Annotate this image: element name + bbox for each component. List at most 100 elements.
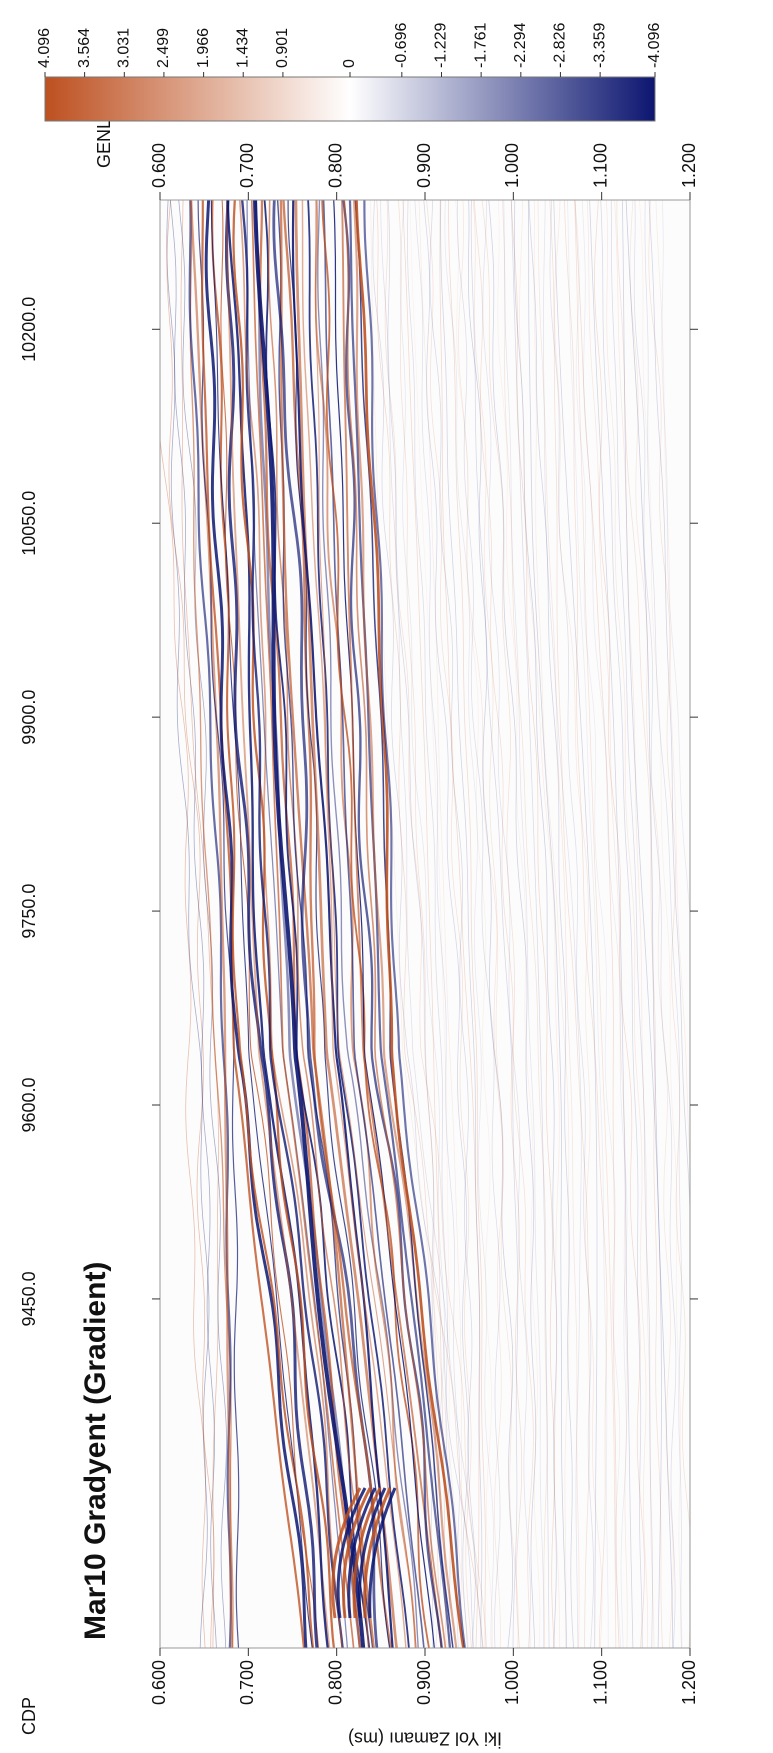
reflector	[418, 200, 462, 1648]
reflector	[166, 200, 215, 1648]
reflector	[178, 200, 227, 1648]
reflector	[225, 200, 332, 1648]
reflector	[440, 200, 483, 1648]
event	[336, 1487, 367, 1619]
reflector	[204, 200, 309, 1648]
reflector	[502, 200, 548, 1648]
reflector	[497, 200, 541, 1648]
reflector	[644, 200, 683, 1648]
reflector	[600, 200, 643, 1648]
reflector	[472, 200, 519, 1648]
reflector	[380, 200, 485, 1648]
reflector	[238, 200, 344, 1648]
reflector	[625, 200, 674, 1648]
x-tick-label: 9450.0	[19, 1271, 39, 1326]
reflector	[439, 200, 481, 1648]
reflector	[528, 200, 575, 1648]
reflector	[210, 200, 315, 1648]
reflector	[543, 200, 582, 1648]
reflector	[549, 200, 594, 1648]
y-tick-label: 0.600	[149, 1660, 169, 1705]
colorbar-tick-label: 3.564	[76, 28, 93, 68]
reflector	[533, 200, 570, 1648]
reflector	[488, 200, 537, 1648]
reflector	[581, 200, 628, 1648]
reflector	[458, 200, 504, 1648]
reflector	[376, 200, 484, 1648]
event	[331, 1487, 362, 1619]
reflector	[481, 200, 534, 1648]
reflector	[616, 200, 664, 1648]
reflector	[622, 200, 662, 1648]
y-tick-label: 0.800	[325, 143, 345, 188]
reflector	[211, 200, 316, 1648]
reflector	[268, 200, 370, 1648]
reflector	[402, 200, 447, 1648]
reflector	[291, 200, 395, 1648]
reflector	[574, 200, 617, 1648]
y-tick-label: 0.600	[149, 143, 169, 188]
reflector	[332, 200, 436, 1648]
colorbar-tick-label: -1.761	[472, 23, 489, 68]
reflector	[301, 200, 408, 1648]
reflector	[372, 200, 475, 1648]
reflector	[456, 200, 501, 1648]
reflector	[314, 200, 418, 1648]
x-tick-label: 10200.0	[19, 297, 39, 362]
reflector	[614, 200, 655, 1648]
event	[352, 1487, 382, 1619]
reflector	[317, 200, 420, 1648]
reflector	[314, 200, 417, 1648]
colorbar-tick-label: -0.696	[393, 23, 410, 68]
reflector	[444, 200, 495, 1648]
reflector	[661, 200, 690, 1648]
y-axis-label: İki Yol Zamanı (ms)	[348, 1728, 502, 1748]
colorbar-tick-label: 0	[341, 59, 358, 68]
y-tick-label: 0.900	[414, 143, 434, 188]
reflector	[553, 200, 598, 1648]
reflector	[409, 200, 451, 1648]
reflector	[567, 200, 609, 1648]
reflector	[279, 200, 377, 1648]
colorbar-tick-label: -4.096	[646, 23, 663, 68]
reflector	[232, 200, 337, 1648]
colorbar-tick-label: 2.499	[155, 28, 172, 68]
reflector	[648, 200, 690, 1648]
event	[341, 1487, 372, 1619]
seismic-section	[160, 200, 690, 1648]
reflector	[246, 200, 349, 1648]
y-tick-label: 0.700	[237, 143, 257, 188]
reflector	[514, 200, 558, 1648]
y-tick-label: 0.800	[325, 1660, 345, 1705]
reflector	[322, 200, 426, 1648]
colorbar	[44, 76, 656, 122]
x-tick-label: 9900.0	[19, 690, 39, 745]
reflector	[605, 200, 648, 1648]
event	[357, 1487, 387, 1619]
chart-title: Mar10 Gradyent (Gradient)	[79, 1262, 112, 1640]
plot-area	[160, 200, 690, 1648]
reflector	[363, 200, 468, 1648]
reflector	[639, 200, 683, 1648]
y-tick-label: 1.100	[590, 143, 610, 188]
y-tick-label: 1.000	[502, 143, 522, 188]
event	[363, 1487, 392, 1619]
reflector	[468, 200, 514, 1648]
reflector	[648, 200, 690, 1648]
reflector	[399, 200, 445, 1648]
reflector	[169, 200, 218, 1648]
reflector	[341, 200, 444, 1648]
x-tick-label: 9750.0	[19, 884, 39, 939]
reflector	[197, 200, 240, 1648]
colorbar-tick-label: 4.096	[36, 28, 53, 68]
colorbar-tick-label: -3.359	[591, 23, 608, 68]
reflector	[554, 200, 603, 1648]
reflector	[387, 200, 437, 1648]
reflector	[426, 200, 473, 1648]
reflector	[384, 200, 488, 1648]
reflector	[294, 200, 399, 1648]
reflector	[594, 200, 645, 1648]
reflector	[240, 200, 345, 1648]
